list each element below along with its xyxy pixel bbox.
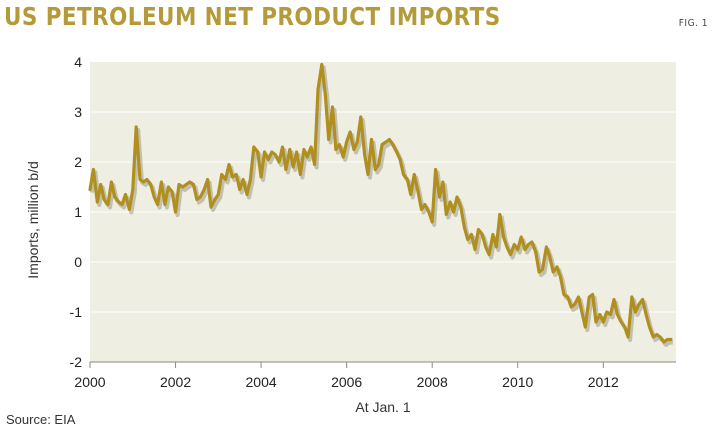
x-tick-label: 2010	[502, 374, 533, 390]
y-tick-label: -2	[70, 354, 83, 370]
x-tick-label: 2004	[246, 374, 277, 390]
chart-title: US PETROLEUM NET PRODUCT IMPORTS	[4, 2, 501, 31]
y-tick-label: -1	[70, 304, 83, 320]
y-axis-label: Imports, million b/d	[25, 161, 41, 278]
x-tick-label: 2008	[417, 374, 448, 390]
y-tick-label: 0	[74, 254, 82, 270]
y-tick-label: 3	[74, 104, 82, 120]
x-tick-label: 2012	[588, 374, 619, 390]
series-line	[88, 62, 673, 344]
source-note: Source: EIA	[6, 412, 76, 427]
series-line-shadow	[90, 65, 673, 347]
y-tick-label: 1	[74, 204, 82, 220]
x-tick-label: 2000	[74, 374, 105, 390]
y-tick-label: 4	[74, 54, 82, 70]
x-axis-label: At Jan. 1	[355, 399, 410, 415]
x-tick-label: 2006	[331, 374, 362, 390]
y-tick-label: 2	[74, 154, 82, 170]
figure-label: FIG. 1	[678, 18, 708, 29]
x-tick-label: 2002	[160, 374, 191, 390]
